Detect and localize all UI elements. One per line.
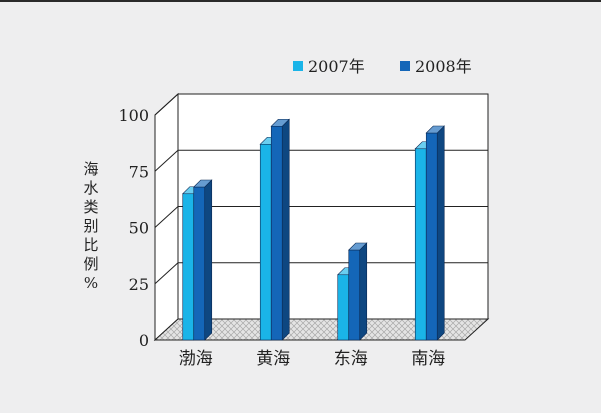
x-tick-label: 黄海 (256, 349, 290, 369)
legend: 2007年 2008年 (293, 57, 472, 76)
grid-line (154, 206, 488, 228)
legend-item: 2008年 (400, 57, 472, 76)
x-tick-label: 渤海 (179, 349, 213, 369)
y-tick-label: 0 (139, 331, 149, 350)
bars (182, 118, 445, 341)
bar-3-1 (425, 125, 445, 341)
legend-label: 2008年 (415, 57, 472, 76)
y-tick-label: 50 (129, 219, 149, 238)
y-axis-ticks: 0 25 50 75 100 (118, 106, 149, 350)
legend-swatch (400, 61, 410, 71)
x-tick-label: 东海 (334, 349, 368, 369)
y-tick-label: 100 (118, 106, 149, 125)
legend-item: 2007年 (293, 57, 365, 76)
y-axis-label-char: 例 (83, 255, 98, 273)
bar-0-1 (193, 179, 213, 341)
x-axis-ticks: 渤海 黄海 东海 南海 (179, 349, 446, 369)
y-axis-label-char: 比 (83, 236, 98, 254)
y-axis-label-char: 类 (83, 198, 98, 216)
grid-line (154, 149, 488, 172)
grid-line (154, 93, 488, 116)
y-axis-label-char: 别 (83, 217, 98, 235)
chart-floor (153, 318, 490, 341)
legend-swatch (293, 61, 303, 71)
y-tick-label: 25 (129, 275, 149, 294)
x-tick-label: 南海 (411, 349, 445, 369)
bar-2-1 (348, 242, 368, 341)
y-axis-label-char: 海 (83, 160, 98, 178)
grid-lines (154, 93, 488, 285)
y-axis-label-char: % (84, 274, 98, 292)
legend-label: 2007年 (308, 57, 365, 76)
bar-1-1 (270, 118, 290, 341)
grid-line (154, 262, 488, 285)
y-axis-label-char: 水 (83, 179, 98, 197)
y-tick-label: 75 (129, 162, 149, 181)
